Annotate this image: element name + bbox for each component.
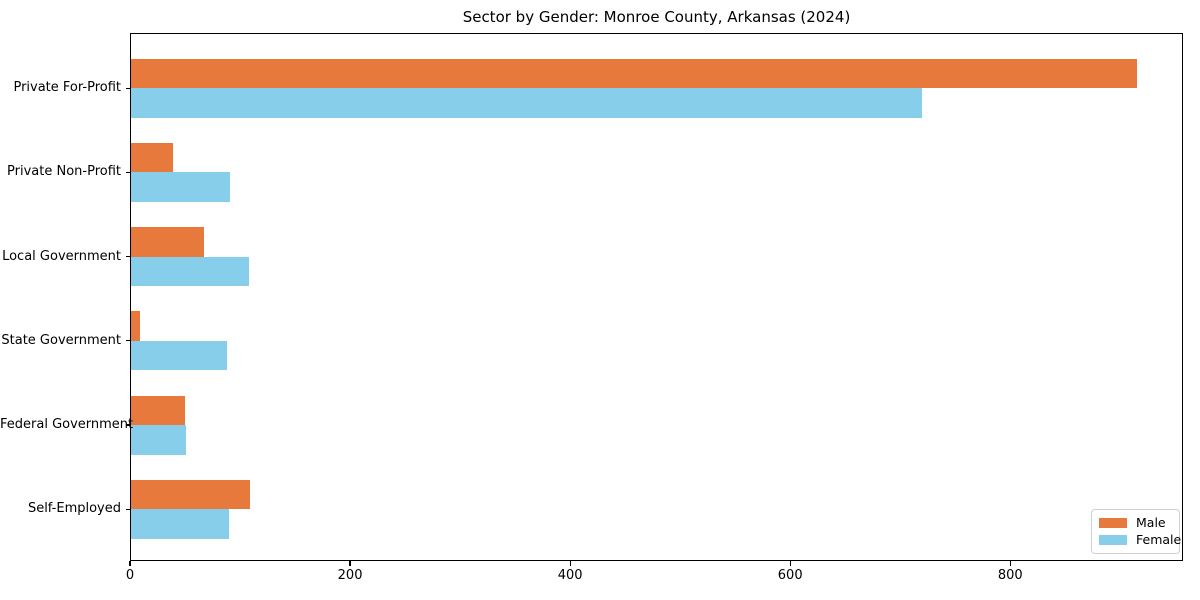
- ytick-mark: [125, 424, 130, 426]
- bar-female-state-government: [131, 340, 227, 371]
- bar-male-federal-government: [131, 395, 186, 426]
- xtick-label-400: 400: [557, 568, 583, 583]
- ytick-mark: [125, 256, 130, 258]
- chart-title: Sector by Gender: Monroe County, Arkansa…: [462, 8, 851, 26]
- xtick-label-0: 0: [125, 568, 135, 583]
- ytick-label-private-non-profit: Private Non-Profit: [7, 164, 121, 180]
- ytick-label-self-employed: Self-Employed: [27, 501, 121, 517]
- bar-male-local-government: [131, 227, 204, 257]
- bar-female-self-employed: [131, 509, 230, 539]
- legend-swatch-female: [1099, 535, 1127, 545]
- ytick-mark: [125, 171, 130, 174]
- xtick-mark: [569, 561, 571, 566]
- bar-female-local-government: [131, 256, 249, 287]
- bar-female-federal-government: [131, 425, 187, 455]
- legend-label-male: Male: [1136, 515, 1166, 530]
- ytick-label-state-government: State Government: [1, 332, 121, 348]
- xtick-label-800: 800: [997, 568, 1023, 583]
- bar-female-private-non-profit: [131, 172, 231, 202]
- bar-male-self-employed: [131, 479, 250, 510]
- xtick-mark: [129, 561, 131, 566]
- bar-female-private-for-profit: [131, 88, 923, 118]
- xtick-label-200: 200: [337, 568, 363, 583]
- legend: Male Female: [1091, 509, 1181, 554]
- ytick-mark: [125, 87, 130, 89]
- bar-male-state-government: [131, 311, 140, 341]
- ytick-label-local-government: Local Government: [2, 248, 121, 264]
- xtick-label-600: 600: [777, 568, 803, 583]
- legend-entry-female: Female: [1099, 533, 1181, 547]
- legend-swatch-male: [1099, 518, 1127, 528]
- ytick-mark: [125, 508, 130, 510]
- ytick-label-private-for-profit: Private For-Profit: [13, 80, 121, 96]
- bar-male-private-non-profit: [131, 142, 173, 173]
- xtick-mark: [789, 561, 791, 566]
- bar-male-private-for-profit: [131, 58, 1137, 89]
- plot-area: [130, 33, 1183, 561]
- xtick-mark: [349, 561, 351, 566]
- ytick-mark: [125, 340, 130, 342]
- xtick-mark: [1009, 561, 1011, 566]
- legend-entry-male: Male: [1099, 516, 1172, 530]
- ytick-label-federal-government: Federal Government: [0, 417, 134, 433]
- legend-label-female: Female: [1136, 532, 1182, 547]
